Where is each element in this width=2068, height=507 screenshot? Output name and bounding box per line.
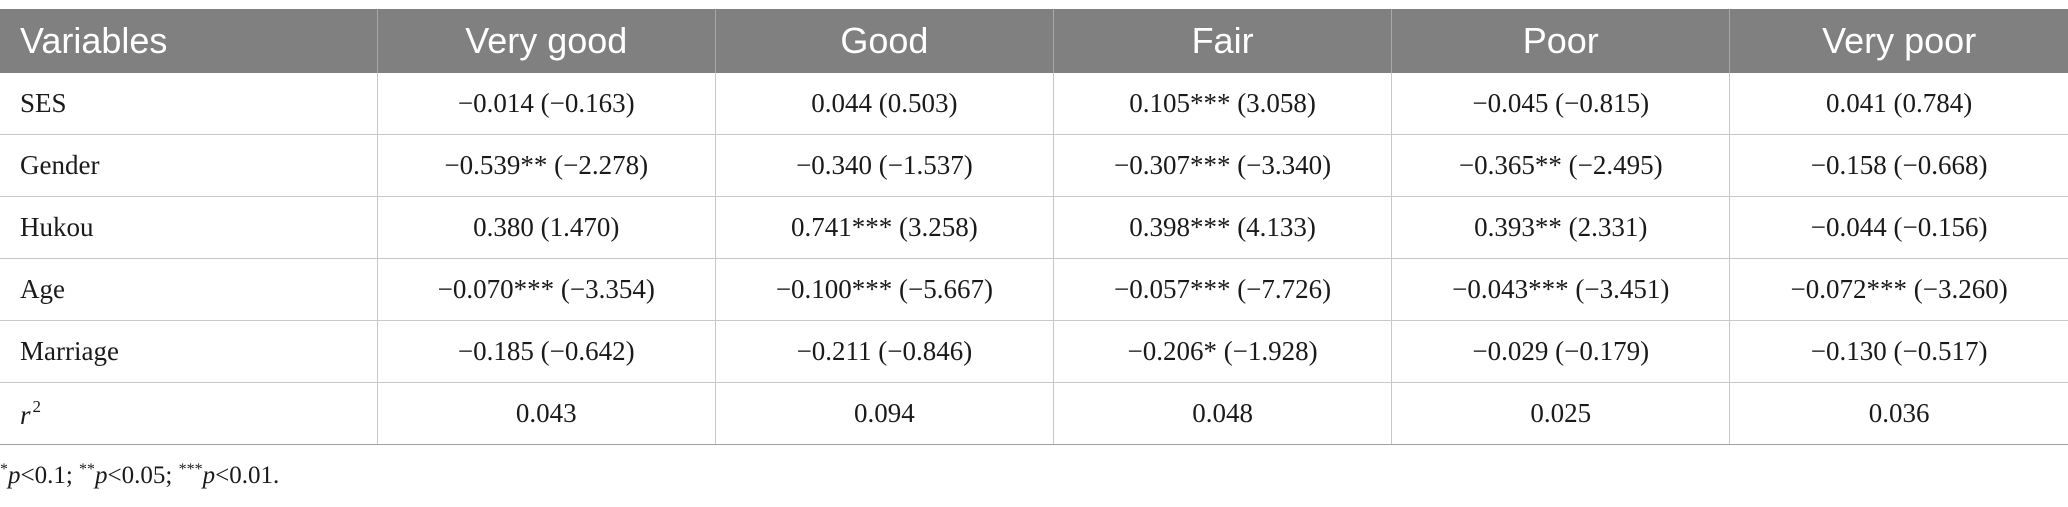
header-very-good: Very good: [376, 9, 716, 73]
table-cell: −0.072*** (−3.260): [1729, 258, 2068, 321]
footnote-p-1: p: [8, 462, 21, 489]
table-cell: −0.539** (−2.278): [376, 134, 716, 197]
table-row: Age −0.070*** (−3.354) −0.100*** (−5.667…: [0, 258, 2068, 321]
table-cell: −0.014 (−0.163): [376, 73, 716, 135]
table-row: Hukou 0.380 (1.470) 0.741*** (3.258) 0.3…: [0, 196, 2068, 259]
table-cell: −0.045 (−0.815): [1391, 73, 1730, 135]
table-cell: −0.158 (−0.668): [1729, 134, 2068, 197]
regression-results-table: Variables Very good Good Fair Poor Very …: [0, 9, 2068, 445]
header-good: Good: [714, 9, 1054, 73]
table-cell: −0.100*** (−5.667): [714, 258, 1054, 321]
table-cell: 0.044 (0.503): [714, 73, 1054, 135]
footnote-p-3: p: [202, 462, 216, 489]
table-row: Gender −0.539** (−2.278) −0.340 (−1.537)…: [0, 134, 2068, 197]
table-cell: −0.029 (−0.179): [1391, 320, 1730, 383]
table-row: Marriage −0.185 (−0.642) −0.211 (−0.846)…: [0, 320, 2068, 383]
footnote-mark-2: **: [79, 461, 96, 478]
table-cell: 0.398*** (4.133): [1052, 196, 1392, 259]
footnote-p-2: p: [95, 462, 108, 489]
table-cell: −0.130 (−0.517): [1729, 320, 2068, 383]
row-label: Age: [0, 258, 378, 321]
footnote-mark-1: *: [0, 461, 8, 478]
row-label: Marriage: [0, 320, 378, 383]
table-cell: −0.340 (−1.537): [714, 134, 1054, 197]
table-cell: 0.043: [376, 382, 716, 445]
table-cell: −0.211 (−0.846): [714, 320, 1054, 383]
r-squared-exponent: 2: [32, 396, 42, 416]
row-label: SES: [0, 73, 378, 135]
significance-footnote: *p<0.1; **p<0.05; ***p<0.01.: [0, 461, 279, 490]
row-label: Hukou: [0, 196, 378, 259]
table-cell: −0.307*** (−3.340): [1052, 134, 1392, 197]
footnote-text-2: <0.05;: [107, 462, 179, 489]
footnote-mark-3: ***: [178, 461, 203, 478]
table-cell: −0.206* (−1.928): [1052, 320, 1392, 383]
table-cell: −0.043*** (−3.451): [1391, 258, 1730, 321]
footnote-text-1: <0.1;: [20, 462, 80, 489]
table-cell: 0.048: [1052, 382, 1392, 445]
table-cell: 0.041 (0.784): [1729, 73, 2068, 135]
footnote-text-3: <0.01.: [215, 462, 280, 489]
table-cell: −0.057*** (−7.726): [1052, 258, 1392, 321]
table-header-row: Variables Very good Good Fair Poor Very …: [0, 9, 2068, 73]
table-cell: 0.741*** (3.258): [714, 196, 1054, 259]
header-very-poor: Very poor: [1729, 9, 2068, 73]
table-cell: 0.105*** (3.058): [1052, 73, 1392, 135]
table-cell: 0.380 (1.470): [376, 196, 716, 259]
table-cell: −0.365** (−2.495): [1391, 134, 1730, 197]
table-cell: 0.036: [1729, 382, 2068, 445]
header-variables: Variables: [0, 9, 378, 73]
header-poor: Poor: [1391, 9, 1730, 73]
table-cell: 0.025: [1391, 382, 1730, 445]
table-row: SES −0.014 (−0.163) 0.044 (0.503) 0.105*…: [0, 73, 2068, 135]
results-table-container: Variables Very good Good Fair Poor Very …: [0, 9, 2068, 445]
table-cell: 0.094: [714, 382, 1054, 445]
table-cell: −0.070*** (−3.354): [376, 258, 716, 321]
table-cell: −0.185 (−0.642): [376, 320, 716, 383]
header-fair: Fair: [1052, 9, 1392, 73]
table-cell: 0.393** (2.331): [1391, 196, 1730, 259]
table-cell: −0.044 (−0.156): [1729, 196, 2068, 259]
row-label: Gender: [0, 134, 378, 197]
r-squared-base: r: [20, 399, 31, 430]
